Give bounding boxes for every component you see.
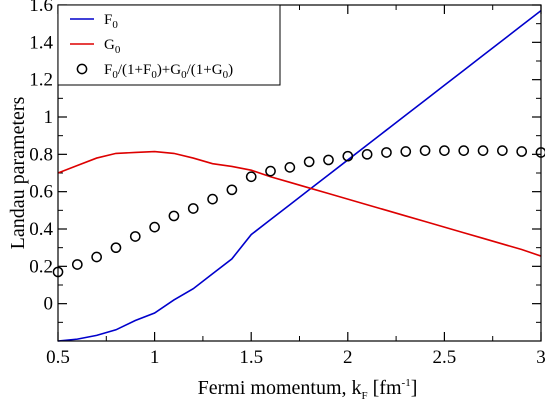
legend-label: G0 [104, 37, 121, 56]
y-axis-label: Landau parameters [7, 96, 29, 249]
data-point [207, 193, 218, 205]
plot-frame [57, 4, 542, 342]
x-axis-label-unit-sup: -1 [402, 377, 411, 389]
x-tick-label: 2 [343, 347, 353, 368]
x-axis-label-unit-pre: [fm [368, 377, 402, 399]
y-tick-label: 1.2 [29, 70, 53, 91]
y-tick-label: 1.4 [29, 32, 53, 53]
data-point [381, 147, 392, 158]
x-tick-label: 3 [536, 347, 545, 368]
tick-labels: 0.5 1 1.5 2 2.5 3 0 0.2 0.4 0.6 0.8 1 1.2 1.4 1.6 [29, 0, 545, 368]
data-point [284, 162, 296, 173]
data-point [91, 251, 102, 263]
series-line-F0 [57, 9, 542, 342]
data-point [342, 150, 354, 162]
x-tick-label: 1 [150, 347, 160, 368]
data-point [497, 145, 508, 156]
y-tick-label: 0 [44, 294, 54, 315]
data-point [516, 146, 528, 157]
data-point [439, 145, 450, 156]
data-point [110, 242, 122, 254]
data-point [323, 154, 334, 166]
series-line-G0 [57, 150, 542, 257]
plot-area [52, 9, 545, 342]
x-tick-label: 1.5 [239, 347, 263, 368]
y-tick-label: 0.2 [29, 256, 53, 277]
y-tick-label: 1.6 [29, 0, 53, 16]
data-point [71, 259, 83, 270]
data-point [129, 231, 141, 242]
legend-box [57, 4, 281, 86]
data-point [400, 146, 412, 157]
y-tick-label: 0.6 [29, 182, 53, 203]
data-point [477, 145, 489, 156]
y-tick-label: 0.4 [29, 219, 53, 240]
x-tick-label: 2.5 [433, 347, 457, 368]
x-axis-label-sub: F [362, 390, 368, 402]
legend-swatch [76, 63, 88, 75]
legend: F0 G0 F0/(1+F0)+G0/(1+G0) [57, 4, 281, 86]
data-point [226, 184, 238, 196]
legend-label: F0/(1+F0)+G0/(1+G0) [104, 62, 233, 81]
series-markers [52, 145, 545, 278]
y-tick-label: 0.8 [29, 144, 53, 165]
data-point [458, 145, 470, 156]
data-point [149, 221, 160, 233]
data-point [303, 156, 315, 168]
data-point [187, 203, 199, 214]
data-point [419, 145, 431, 156]
data-point [361, 148, 373, 160]
data-point [168, 210, 180, 222]
x-axis-label-main: Fermi momentum, k [198, 377, 362, 399]
data-point [245, 171, 257, 183]
y-tick-label: 1 [44, 107, 54, 128]
legend-label: F0 [104, 12, 118, 31]
x-tick-label: 0.5 [46, 347, 70, 368]
data-point [265, 165, 276, 177]
x-axis-label: Fermi momentum, kF [fm-1] [198, 377, 418, 402]
x-axis-label-unit-post: ] [411, 377, 418, 399]
